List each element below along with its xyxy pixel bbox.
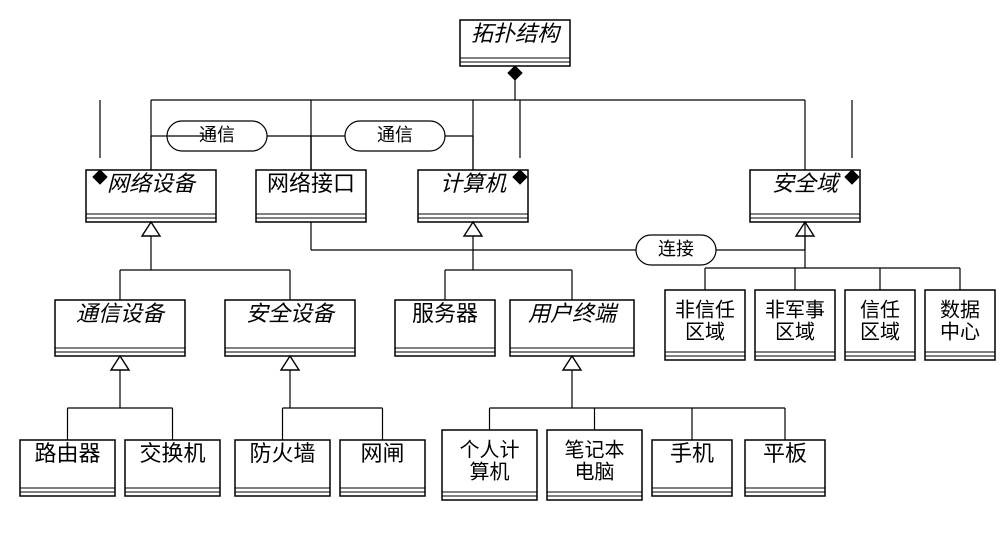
class-box-trust: 信任区域 (845, 290, 915, 360)
class-box-computer: 计算机 (418, 170, 528, 222)
class-box-untrust: 非信任区域 (665, 290, 745, 360)
label: 个人计 (460, 439, 520, 462)
diagram-canvas: 拓扑结构网络设备网络接口计算机安全域通信设备安全设备服务器用户终端非信任区域非军… (0, 0, 1000, 543)
class-box-server: 服务器 (395, 300, 495, 356)
svg-text:连接: 连接 (658, 239, 694, 259)
label: 用户终端 (528, 301, 619, 326)
label: 平板 (763, 441, 807, 466)
class-box-secdom: 安全域 (750, 170, 860, 222)
class-box-phone: 手机 (652, 440, 732, 496)
label: 计算机 (440, 171, 507, 196)
class-box-router: 路由器 (20, 440, 115, 496)
label: 区域 (685, 321, 725, 344)
svg-text:通信: 通信 (199, 125, 235, 145)
label: 网闸 (360, 441, 404, 466)
label: 区域 (860, 321, 900, 344)
label: 非军事 (765, 299, 825, 322)
class-box-pc: 个人计算机 (442, 430, 537, 500)
class-box-gap: 网闸 (340, 440, 425, 496)
label: 中心 (940, 321, 980, 344)
gen-arrow (142, 222, 160, 236)
label: 安全设备 (246, 301, 336, 326)
gen-arrow (111, 356, 129, 370)
label: 拓扑结构 (471, 21, 562, 46)
label: 通信设备 (76, 301, 166, 326)
label: 非信任 (675, 299, 735, 322)
label: 电脑 (575, 461, 615, 484)
label: 路由器 (34, 441, 100, 466)
class-box-tablet: 平板 (745, 440, 825, 496)
assoc-label-conn: 连接 (636, 235, 716, 265)
gen-arrow (563, 356, 581, 370)
svg-text:通信: 通信 (377, 125, 413, 145)
composition-diamond (508, 66, 522, 80)
class-box-root: 拓扑结构 (460, 20, 570, 66)
label: 手机 (670, 441, 714, 466)
label: 区域 (775, 321, 815, 344)
class-box-dc: 数据中心 (925, 290, 995, 360)
label: 笔记本 (565, 439, 625, 462)
label: 安全域 (772, 171, 841, 196)
class-box-switch: 交换机 (125, 440, 220, 496)
class-box-netif: 网络接口 (256, 170, 366, 222)
label: 网络接口 (267, 171, 355, 196)
label: 网络设备 (107, 171, 197, 196)
label: 交换机 (139, 441, 205, 466)
class-box-userterm: 用户终端 (510, 300, 634, 356)
class-box-secdev: 安全设备 (225, 300, 355, 356)
class-box-laptop: 笔记本电脑 (547, 430, 642, 500)
class-box-fw: 防火墙 (235, 440, 330, 496)
class-box-commdev: 通信设备 (55, 300, 185, 356)
label: 信任 (860, 299, 900, 322)
label: 算机 (470, 461, 510, 484)
gen-arrow (464, 222, 482, 236)
label: 数据 (940, 299, 980, 322)
assoc-label-comm2: 通信 (345, 121, 445, 151)
gen-arrow (281, 356, 299, 370)
label: 服务器 (412, 301, 478, 326)
label: 防火墙 (249, 441, 315, 466)
class-box-dmz: 非军事区域 (755, 290, 835, 360)
